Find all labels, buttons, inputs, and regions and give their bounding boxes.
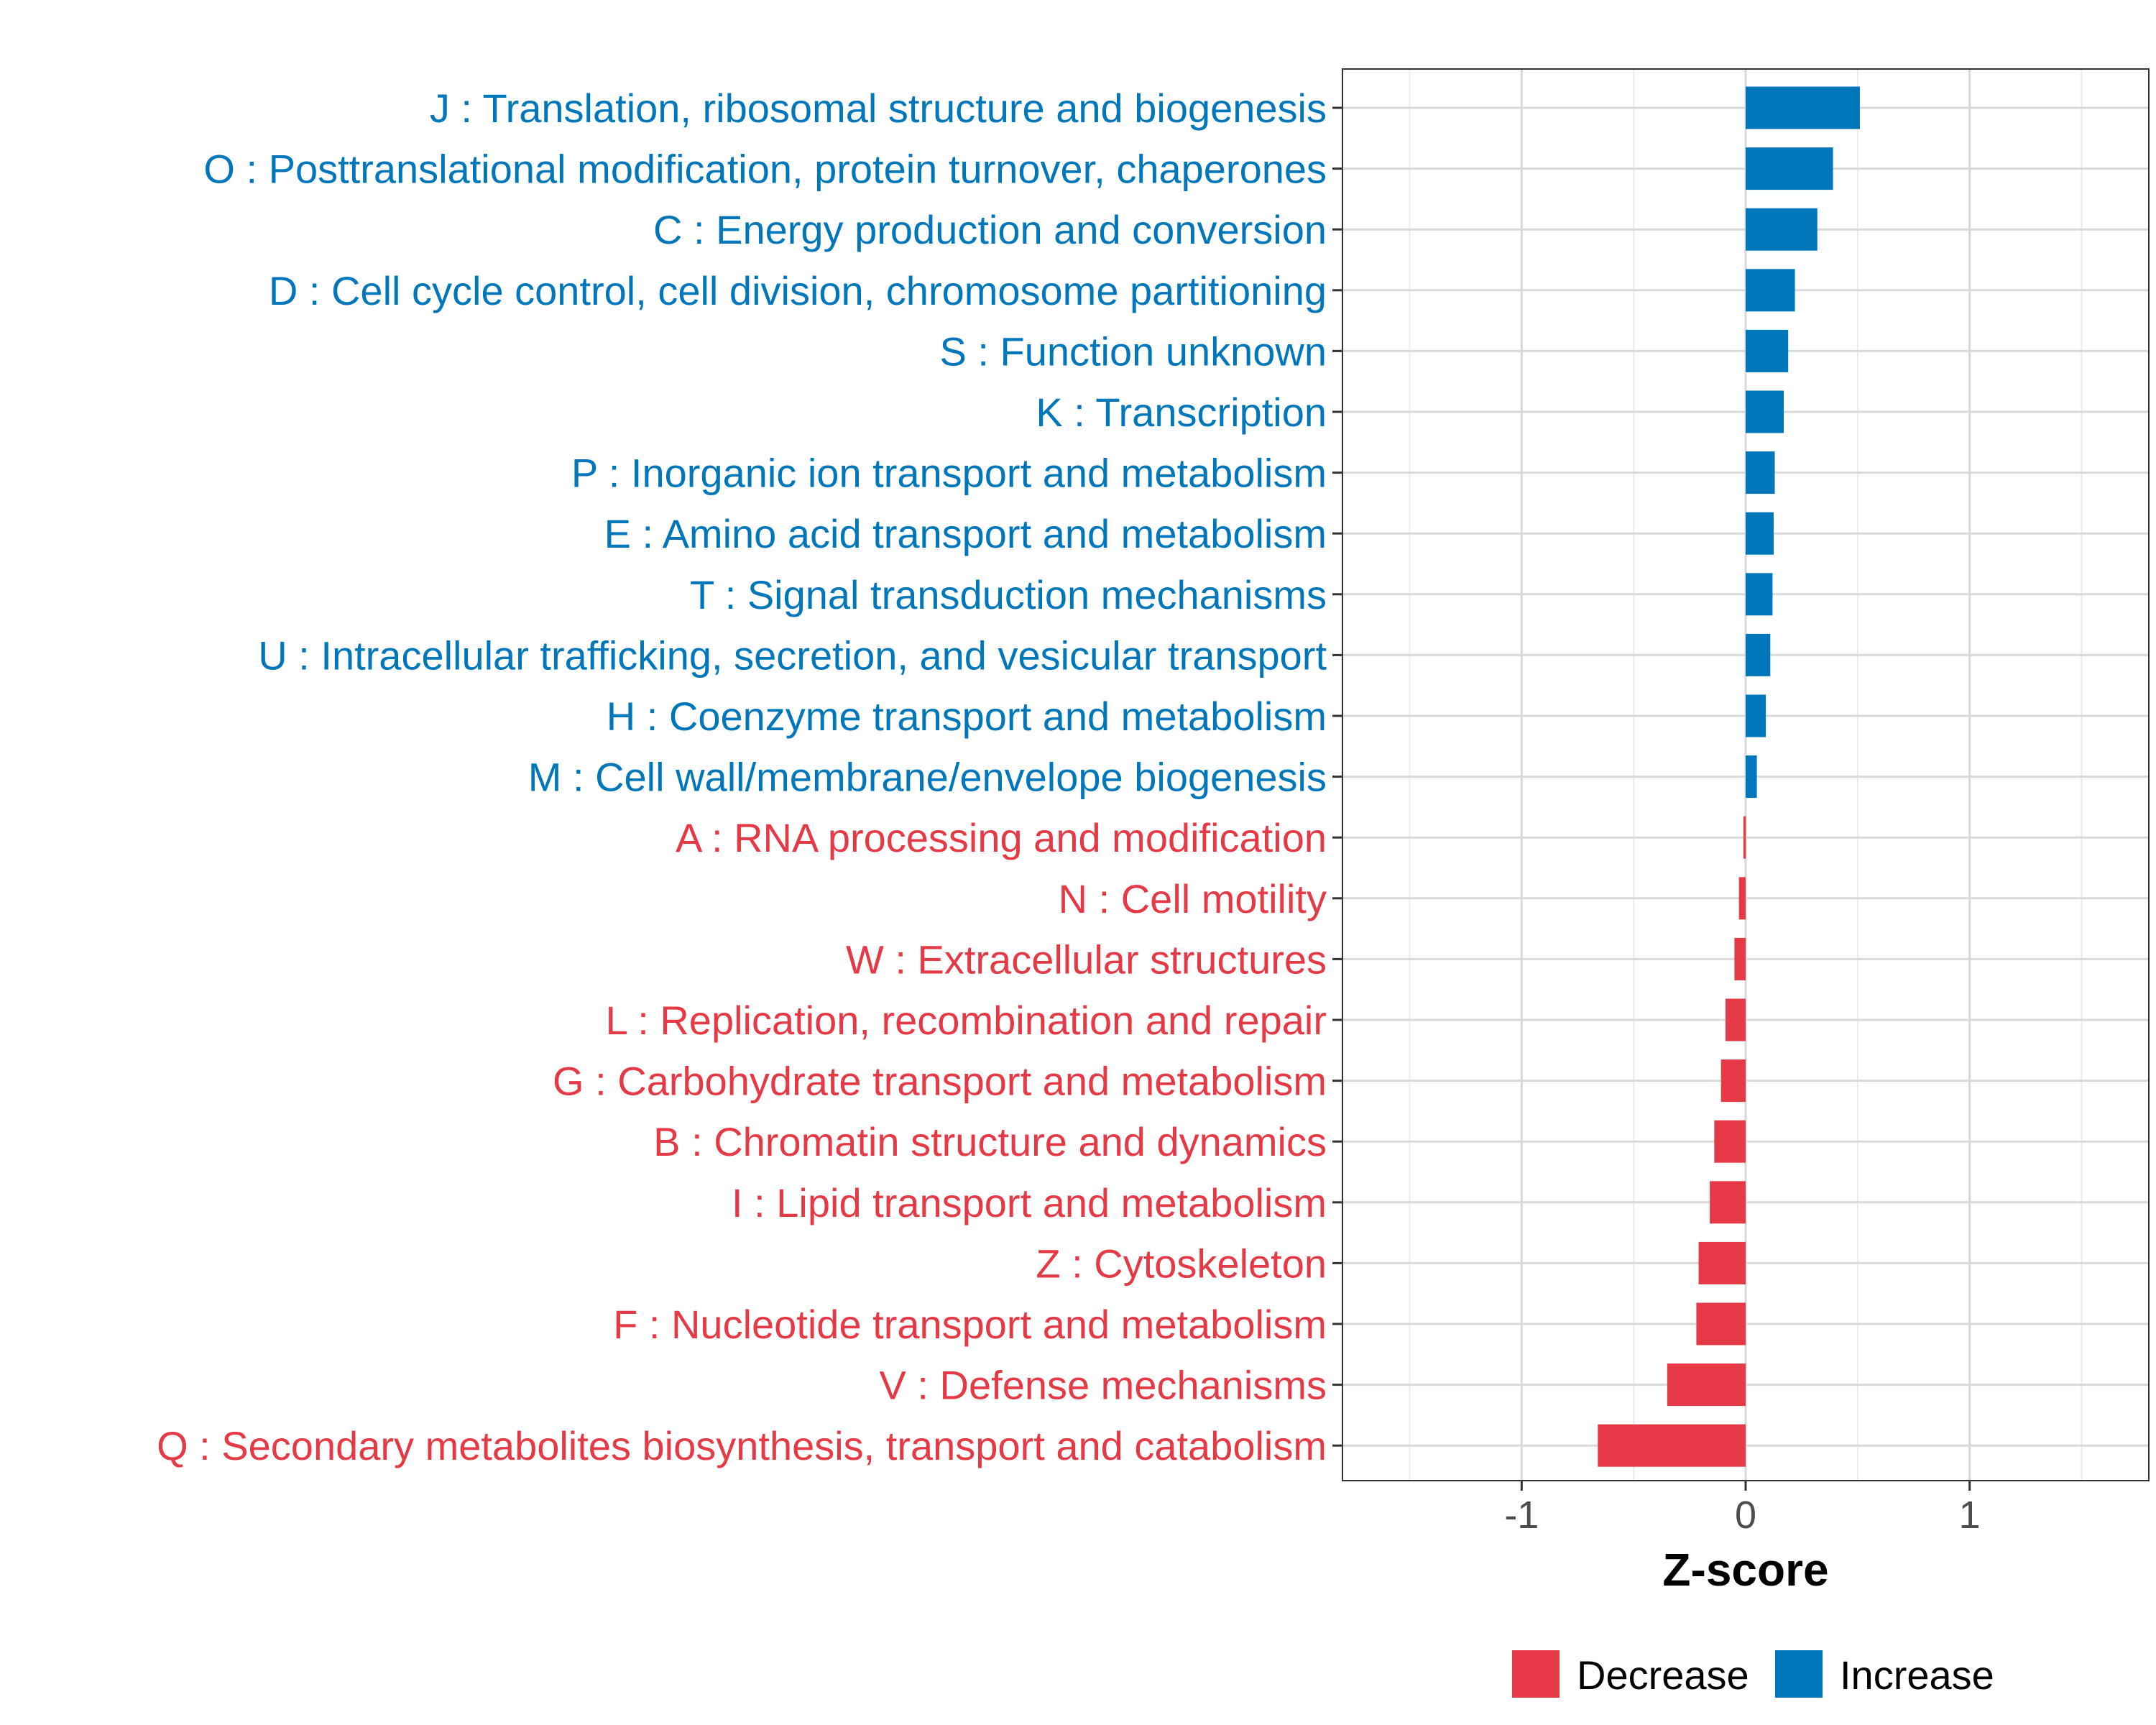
category-labels: J : Translation, ribosomal structure and… xyxy=(157,86,1327,1468)
axis-ticks xyxy=(1332,106,1971,1491)
category-label: L : Replication, recombination and repai… xyxy=(606,998,1327,1043)
category-label: C : Energy production and conversion xyxy=(653,207,1327,252)
bar-v xyxy=(1667,1363,1746,1407)
legend-swatch-decrease xyxy=(1512,1650,1560,1698)
category-label: K : Transcription xyxy=(1036,390,1327,435)
category-label: S : Function unknown xyxy=(939,328,1327,374)
bar-a xyxy=(1743,816,1746,859)
bar-m xyxy=(1746,755,1757,799)
category-label: U : Intracellular trafficking, secretion… xyxy=(258,632,1327,678)
category-label: V : Defense mechanisms xyxy=(880,1363,1327,1408)
category-label: W : Extracellular structures xyxy=(846,937,1327,982)
legend-label-increase: Increase xyxy=(1840,1652,1994,1698)
bar-b xyxy=(1714,1120,1746,1163)
category-label: E : Amino acid transport and metabolism xyxy=(604,511,1327,556)
x-tick-label: 0 xyxy=(1735,1494,1756,1537)
bar-w xyxy=(1734,937,1746,980)
bar-d xyxy=(1746,269,1795,312)
category-label: F : Nucleotide transport and metabolism xyxy=(613,1302,1327,1347)
bar-k xyxy=(1746,390,1784,433)
bar-o xyxy=(1746,147,1833,190)
bar-p xyxy=(1746,451,1775,494)
category-label: H : Coenzyme transport and metabolism xyxy=(607,694,1327,739)
bar-n xyxy=(1738,877,1746,920)
x-tick-label: -1 xyxy=(1504,1494,1539,1537)
legend-swatch-increase xyxy=(1775,1650,1823,1698)
bar-f xyxy=(1696,1302,1746,1346)
bar-g xyxy=(1720,1059,1746,1103)
bar-l xyxy=(1725,998,1746,1041)
category-label: G : Carbohydrate transport and metabolis… xyxy=(553,1059,1327,1104)
bar-s xyxy=(1746,329,1789,372)
bars xyxy=(1598,86,1860,1467)
category-label: B : Chromatin structure and dynamics xyxy=(653,1119,1327,1164)
category-label: N : Cell motility xyxy=(1059,876,1327,921)
category-label: Z : Cytoskeleton xyxy=(1036,1241,1327,1286)
legend-label-decrease: Decrease xyxy=(1577,1652,1749,1698)
category-label: Q : Secondary metabolites biosynthesis, … xyxy=(157,1423,1327,1468)
bar-j xyxy=(1746,86,1860,129)
bar-q xyxy=(1598,1424,1746,1467)
category-label: J : Translation, ribosomal structure and… xyxy=(430,86,1327,131)
bar-h xyxy=(1746,694,1766,737)
bar-t xyxy=(1746,573,1773,616)
bar-e xyxy=(1746,512,1774,555)
legend: Decrease Increase xyxy=(1512,1650,1994,1698)
bar-c xyxy=(1746,208,1818,251)
category-label: O : Posttranslational modification, prot… xyxy=(203,147,1327,192)
category-label: A : RNA processing and modification xyxy=(676,815,1327,860)
bar-i xyxy=(1710,1181,1746,1224)
bar-u xyxy=(1746,633,1771,676)
x-tick-label: 1 xyxy=(1959,1494,1981,1537)
category-label: I : Lipid transport and metabolism xyxy=(732,1180,1327,1225)
category-label: T : Signal transduction mechanisms xyxy=(690,572,1327,617)
x-tick-labels: -1 0 1 xyxy=(1504,1494,1980,1537)
category-label: P : Inorganic ion transport and metaboli… xyxy=(571,451,1327,496)
category-label: D : Cell cycle control, cell division, c… xyxy=(269,268,1327,313)
category-label: M : Cell wall/membrane/envelope biogenes… xyxy=(528,755,1327,800)
x-axis-title: Z-score xyxy=(1662,1544,1828,1596)
bar-z xyxy=(1698,1241,1746,1284)
